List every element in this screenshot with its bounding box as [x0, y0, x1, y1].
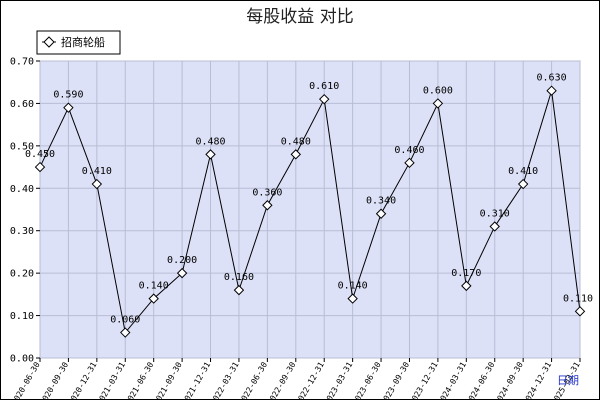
data-label: 0.410 [508, 166, 538, 177]
data-label: 0.480 [195, 136, 225, 147]
x-tick-label: 2024-12-31 [521, 360, 553, 400]
x-tick-label: 2024-09-30 [493, 360, 525, 400]
data-point [517, 178, 529, 190]
data-point [262, 200, 273, 211]
x-tick-label: 2021-03-31 [95, 360, 127, 400]
data-point [432, 98, 444, 109]
chart-title: 每股收益 对比 [246, 7, 353, 27]
y-tick-label: 0.20 [10, 269, 34, 280]
x-axis-label: 日期 [557, 374, 579, 387]
data-point [205, 149, 216, 160]
data-point [347, 293, 358, 304]
data-point [34, 161, 46, 173]
legend-marker-icon [43, 36, 55, 48]
y-tick-label: 0.10 [10, 311, 34, 322]
x-tick-label: 2024-06-30 [465, 360, 497, 400]
data-label: 0.480 [281, 136, 311, 147]
data-label: 0.600 [423, 85, 453, 96]
x-tick-label: 2023-12-31 [408, 360, 440, 400]
x-tick-label: 2021-06-30 [124, 360, 156, 400]
x-tick-label: 2023-06-30 [351, 360, 383, 400]
data-point [461, 280, 472, 292]
x-tick-label: 2022-09-30 [266, 360, 298, 400]
data-point [546, 85, 557, 96]
data-point [63, 102, 74, 113]
data-point [404, 157, 415, 169]
data-label: 0.360 [252, 187, 282, 198]
data-point [319, 93, 330, 105]
x-axis-ticks: 2020-06-302020-09-302020-12-312021-03-31… [10, 358, 582, 400]
data-label: 0.340 [366, 196, 396, 207]
series-line [39, 90, 581, 334]
data-point [375, 208, 387, 219]
legend-label: 招商轮船 [61, 35, 105, 49]
data-label: 0.140 [139, 281, 169, 292]
data-label: 0.110 [563, 293, 593, 304]
x-tick-label: 2023-09-30 [379, 360, 411, 400]
y-tick-label: 0.70 [10, 57, 34, 68]
data-point [120, 327, 131, 338]
x-tick-label: 2020-12-31 [67, 360, 99, 400]
y-tick-label: 0.00 [10, 354, 34, 365]
data-label: 0.160 [224, 272, 254, 283]
data-point [489, 221, 500, 232]
legend-box [36, 30, 121, 55]
x-tick-label: 2023-03-31 [322, 360, 354, 400]
data-point [574, 306, 586, 317]
data-point [91, 178, 103, 190]
legend: 招商轮船 [36, 30, 121, 55]
y-tick-label: 0.30 [10, 226, 34, 237]
y-axis-ticks: 0.00 0.10 0.20 0.30 0.40 0.50 0.60 0.70 [10, 57, 40, 365]
data-label: 0.590 [53, 90, 83, 101]
x-tick-label: 2024-03-31 [436, 360, 468, 400]
grid-lines [39, 60, 581, 359]
y-tick-label: 0.60 [10, 99, 34, 110]
x-tick-label: 2021-12-31 [180, 360, 212, 400]
x-tick-label: 2022-03-31 [209, 360, 241, 400]
y-tick-label: 0.40 [10, 184, 34, 195]
data-label: 0.450 [25, 149, 55, 160]
x-tick-label: 2022-06-30 [237, 360, 269, 400]
data-label: 0.140 [338, 281, 368, 292]
y-tick-label: 0.50 [10, 141, 34, 152]
x-tick-label: 2022-12-31 [294, 360, 326, 400]
data-label: 0.460 [394, 145, 424, 156]
x-tick-label: 2020-06-30 [10, 360, 42, 400]
data-label: 0.170 [451, 268, 481, 279]
x-tick-label: 2020-09-30 [38, 360, 70, 400]
data-label: 0.610 [309, 81, 339, 92]
data-point [176, 267, 188, 279]
data-point [233, 284, 245, 296]
data-label: 0.200 [167, 255, 197, 266]
data-label: 0.310 [480, 208, 510, 219]
series-layer [34, 85, 586, 338]
data-label: 0.630 [537, 73, 567, 84]
x-tick-label: 2021-09-30 [152, 360, 184, 400]
data-label: 0.060 [110, 315, 140, 326]
data-label: 0.410 [82, 166, 112, 177]
plot-area [39, 60, 581, 359]
data-labels: 0.450 0.590 0.410 0.060 0.140 0.200 0.480 0.160… [25, 73, 593, 326]
data-point [290, 149, 301, 160]
data-point [148, 293, 159, 304]
